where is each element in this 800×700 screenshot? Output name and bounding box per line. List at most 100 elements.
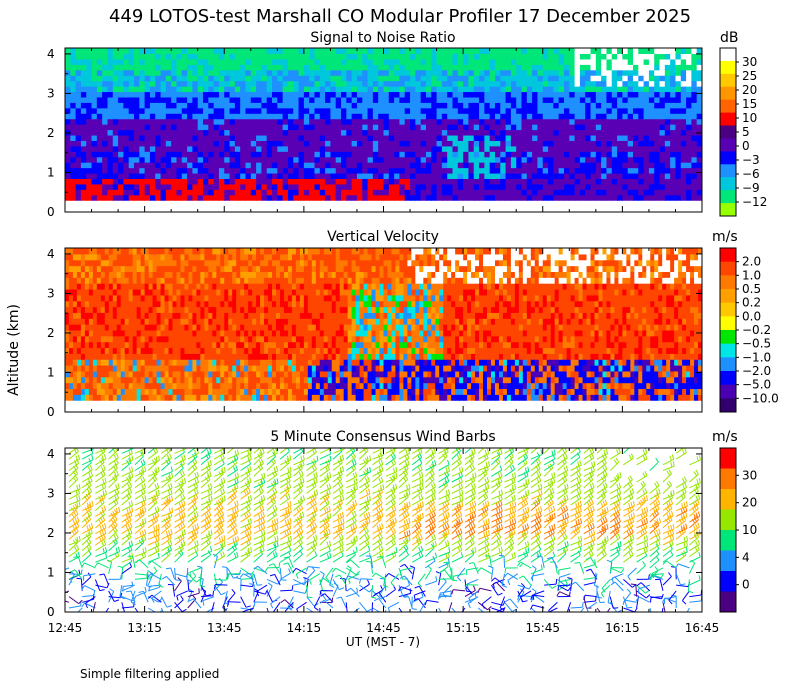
snr-cell — [80, 80, 87, 87]
snr-cell — [362, 124, 369, 131]
snr-cell — [425, 91, 432, 98]
velocity-cell — [200, 288, 205, 296]
snr-cell — [319, 107, 326, 114]
velocity-cell — [65, 324, 70, 331]
snr-cell — [595, 91, 602, 98]
velocity-cell — [287, 265, 293, 273]
velocity-cell — [88, 288, 94, 296]
snr-cell — [118, 113, 124, 120]
velocity-cell — [303, 253, 309, 261]
snr-cell — [431, 172, 438, 180]
velocity-cell — [236, 318, 241, 325]
snr-cell — [181, 107, 188, 114]
velocity-cell — [136, 253, 142, 261]
snr-cell — [245, 75, 252, 82]
velocity-cell — [279, 271, 285, 278]
velocity-cell — [176, 312, 182, 319]
velocity-cell — [88, 259, 94, 267]
velocity-cell — [232, 370, 237, 378]
snr-cell — [500, 151, 507, 158]
snr-cell — [579, 118, 586, 125]
velocity-cell — [68, 265, 74, 273]
snr-cell — [378, 102, 385, 109]
snr-cell — [526, 102, 533, 109]
snr-cell — [112, 129, 119, 136]
velocity-cell — [112, 335, 118, 343]
velocity-cell — [276, 370, 281, 378]
snr-cell — [171, 80, 178, 87]
snr-cell — [65, 124, 71, 131]
snr-cell — [574, 172, 581, 180]
snr-cell — [208, 58, 215, 65]
velocity-cell — [152, 335, 158, 343]
snr-cell — [617, 102, 623, 109]
velocity-cell — [299, 329, 305, 337]
snr-cell — [691, 96, 698, 103]
snr-cell — [516, 118, 523, 125]
snr-cell — [659, 118, 666, 125]
snr-cell — [632, 58, 639, 65]
snr-cell — [696, 91, 702, 98]
velocity-cell — [224, 324, 229, 331]
snr-cell — [638, 75, 645, 82]
velocity-cell — [192, 312, 197, 319]
snr-cell — [399, 48, 406, 55]
snr-cell — [203, 102, 209, 109]
snr-cell — [553, 75, 560, 82]
snr-cell — [680, 156, 687, 163]
snr-cell — [627, 91, 634, 98]
velocity-cell — [200, 388, 205, 395]
snr-cell — [149, 113, 156, 120]
snr-cell — [654, 172, 661, 180]
velocity-cell — [264, 300, 269, 308]
snr-cell — [410, 113, 416, 120]
velocity-cell — [220, 347, 225, 354]
velocity-cell — [68, 376, 74, 384]
snr-cell — [574, 162, 581, 169]
velocity-cell — [279, 306, 285, 313]
snr-cell — [537, 194, 544, 201]
snr-cell — [659, 151, 666, 158]
snr-cell — [293, 145, 300, 152]
velocity-cell — [311, 294, 317, 302]
velocity-cell — [240, 341, 245, 349]
snr-cell — [192, 124, 199, 131]
velocity-cell — [108, 394, 114, 401]
snr-cell — [325, 156, 332, 163]
velocity-cell — [248, 347, 253, 354]
snr-cell — [102, 48, 109, 55]
snr-cell — [500, 178, 507, 185]
snr-cell — [505, 96, 512, 103]
snr-cell — [526, 48, 533, 55]
snr-cell — [341, 167, 347, 174]
velocity-cell — [136, 312, 142, 319]
snr-cell — [590, 91, 597, 98]
snr-cell — [372, 53, 379, 60]
velocity-cell — [208, 277, 213, 284]
snr-cell — [617, 183, 623, 190]
snr-cell — [394, 107, 401, 114]
snr-cell — [521, 58, 528, 65]
snr-cell — [431, 151, 438, 158]
velocity-cell — [184, 283, 190, 290]
snr-cell — [240, 162, 247, 169]
velocity-cell — [164, 376, 170, 384]
velocity-cell — [228, 382, 233, 390]
snr-cell — [298, 86, 305, 93]
snr-cell — [415, 53, 422, 60]
snr-cell — [457, 58, 464, 65]
snr-cell — [123, 102, 130, 109]
velocity-cell — [156, 277, 162, 284]
snr-cell — [118, 172, 124, 180]
snr-cell — [378, 151, 385, 158]
snr-cell — [532, 183, 539, 190]
snr-cell — [80, 134, 87, 141]
snr-cell — [473, 145, 480, 152]
velocity-cell — [132, 248, 138, 255]
snr-cell — [521, 172, 528, 180]
snr-cell — [563, 134, 570, 141]
snr-cell — [144, 75, 151, 82]
velocity-cell — [295, 248, 301, 255]
velocity-cell — [164, 259, 170, 267]
snr-cell — [579, 145, 586, 152]
